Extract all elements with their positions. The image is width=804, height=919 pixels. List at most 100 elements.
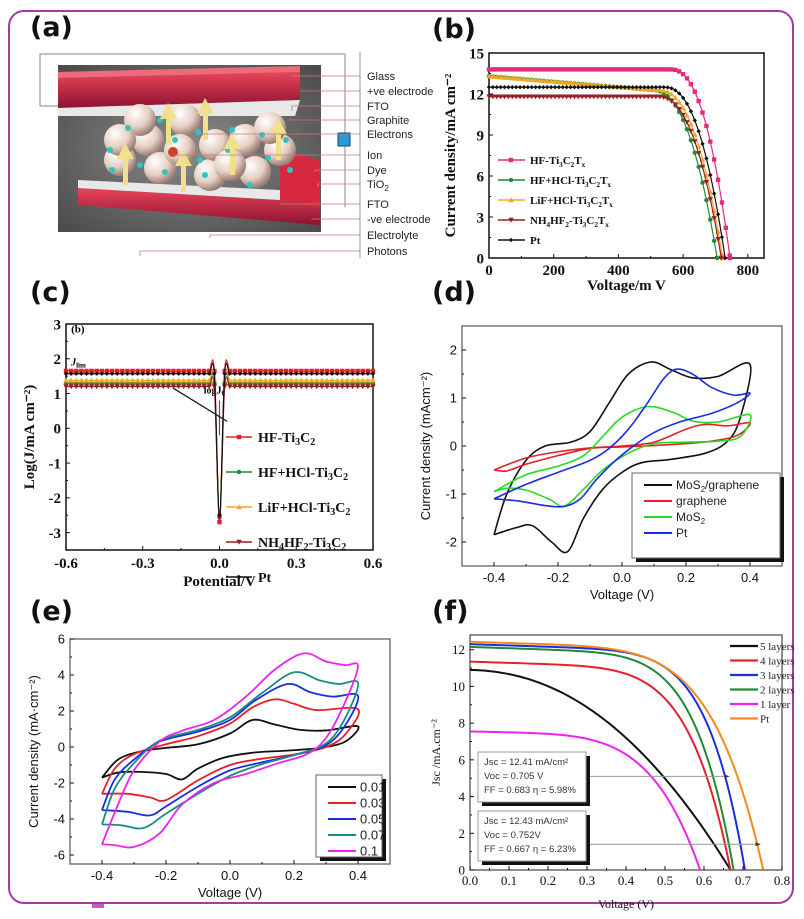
data-point [545,84,550,90]
data-point [176,371,181,376]
dye-molecule [287,167,293,173]
annotation-arrowhead [755,842,761,847]
data-point [556,67,562,72]
y-tick-label: -3 [49,526,62,542]
data-point [680,105,686,111]
label-part: 2 [343,472,348,483]
data-point [175,377,182,383]
legend-label-1: HF+HCl-Ti3C2Tx [530,175,611,189]
label-part: HF-Ti [530,155,559,167]
data-point [145,384,151,390]
data-point [563,94,570,100]
data-point [63,371,69,376]
data-point [633,94,640,100]
y-axis-label: Log(J/mA cm⁻²) [22,385,38,489]
data-point [247,384,253,390]
x-axis-label: Voltage/m V [587,278,666,294]
legend-marker [508,237,514,243]
label-part: T [600,175,608,187]
data-point [294,371,299,376]
data-point [99,368,105,374]
data-point [309,371,314,376]
data-point [537,67,542,72]
x-tick-label: 0.6 [364,556,383,572]
data-point [84,371,89,376]
data-point [668,91,675,97]
data-point [715,236,721,242]
data-point [494,94,500,100]
x-tick-label: 0.4 [741,570,759,585]
data-point [283,384,289,390]
data-point [680,71,686,77]
label-part: C [586,215,594,227]
data-point [293,384,299,390]
data-point [657,94,663,100]
legend-label-1: HF+HCl-Ti3C2 [258,466,348,483]
dye-molecule [202,172,208,178]
data-point [626,94,632,100]
data-point [657,87,663,93]
dssc-schematic: Glass +ve electrode FTO Graphite Electrons Io… [39,52,433,258]
data-point [365,377,371,383]
data-point [672,94,679,100]
data-point [653,84,659,90]
x-tick-label: 0.4 [349,868,367,883]
series-line-2 [101,682,360,817]
dye-molecule [229,127,235,133]
legend-label-3: 0.07 [360,828,385,843]
y-tick-label: -2 [49,491,62,507]
label-part: MoS [676,478,701,492]
data-point [536,94,543,100]
data-point [673,67,678,73]
data-point [642,67,647,72]
data-point [114,377,120,383]
photon-arrow-shaft [203,112,208,140]
data-point [263,371,268,376]
data-point [583,94,589,100]
data-point [349,377,356,383]
data-point [360,384,366,390]
data-point [212,371,217,376]
data-point [94,384,100,390]
label-part: 2 [598,201,602,209]
data-point [288,368,294,374]
data-point [505,75,512,81]
data-point [727,255,733,261]
data-point [125,371,130,376]
data-point [303,384,310,390]
data-point [599,67,604,72]
dye-molecule [162,169,168,175]
data-point [114,384,120,390]
data-point [669,86,674,91]
legend-box [631,472,781,559]
data-point [298,384,305,390]
top-electrode [58,72,300,108]
data-point [227,384,233,390]
data-point [668,98,675,104]
frame-tab [92,904,104,908]
data-point [74,371,79,376]
data-point [176,368,181,374]
data-point [242,377,248,383]
data-point [94,368,99,374]
data-point [350,371,355,376]
data-point [211,384,218,390]
series-line-2 [469,643,746,871]
data-point [727,253,732,258]
y-tick-label: -6 [53,848,65,863]
label-part: HF-Ti [258,431,295,446]
data-point [540,94,547,100]
data-point [273,384,279,390]
data-point [529,77,535,82]
data-point [595,67,600,72]
data-point [708,139,713,144]
chart-f-jv-layers: 0.0 0.1 0.2 0.3 0.4 0.5 0.6 0.7 0.8 0 2 4 6 8 10 12 Volt… [429,634,795,911]
series-line-3 [469,645,735,871]
leader-line [209,234,360,238]
data-point [186,368,191,374]
data-point [140,377,146,383]
data-point [258,368,263,374]
data-point [715,177,721,182]
x-axis-label: Potential/V [183,574,256,590]
y-tick-label: 4 [58,668,65,683]
